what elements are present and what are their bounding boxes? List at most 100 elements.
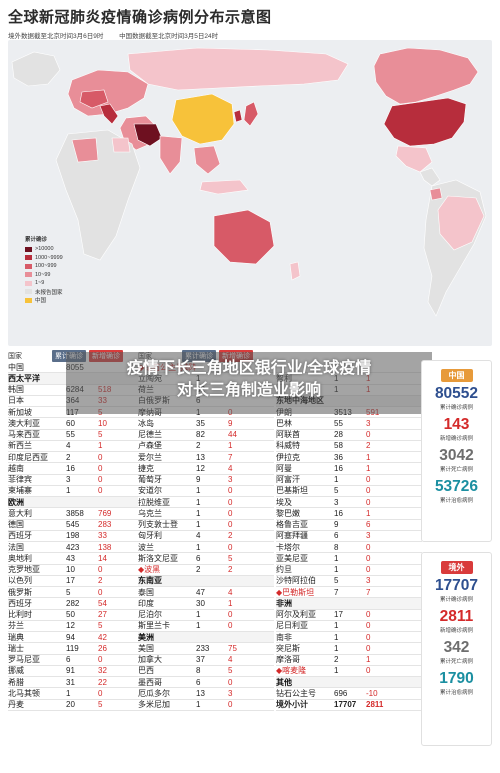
table-row: ◆喀麦隆 1 0 xyxy=(276,666,422,677)
abroad-summary-panel: 境外 17707 累计确诊病例 2811 新增确诊病例 342 累计死亡病例 1790… xyxy=(421,552,492,746)
table-row: 阿尔及利亚 17 0 xyxy=(276,610,422,621)
country-name: 韩国 xyxy=(8,385,24,395)
country-name: 西太平洋 xyxy=(8,373,40,383)
confirmed-count: 55 xyxy=(66,430,75,440)
country-name: 伊拉克 xyxy=(276,452,300,462)
table-row: 比利时 50 27 xyxy=(8,610,138,621)
legend-swatch xyxy=(25,246,32,252)
new-count: 5 xyxy=(98,430,103,440)
confirmed-count: 20 xyxy=(66,700,75,710)
legend-swatch xyxy=(25,289,32,295)
table-row: 德国 545 283 xyxy=(8,520,138,531)
confirmed-count: 13 xyxy=(196,688,205,698)
country-italy xyxy=(99,103,119,125)
confirmed-count: 2 xyxy=(334,655,339,665)
confirmed-count: 696 xyxy=(334,688,348,698)
table-row: 丹麦 20 5 xyxy=(8,700,138,711)
table-row: 罗马尼亚 6 0 xyxy=(8,655,138,666)
country-name: 摩洛哥 xyxy=(276,655,300,665)
new-count: 0 xyxy=(98,655,103,665)
confirmed-count: 60 xyxy=(66,418,75,428)
country-name: 中国 xyxy=(8,362,24,372)
country-name: 斯洛文尼亚 xyxy=(138,553,178,563)
confirmed-count: 16 xyxy=(66,463,75,473)
table-row: 新西兰 4 1 xyxy=(8,441,138,452)
case-table: 国家累计确诊新增确诊中国8055西太平洋韩国6284518日本36433新加坡1… xyxy=(8,350,422,762)
confirmed-count: 1 xyxy=(334,553,339,563)
headline-line-2: 对长三角制造业影响 xyxy=(176,382,321,399)
confirmed-count: 1 xyxy=(196,621,201,631)
new-count: 4 xyxy=(228,463,233,473)
new-count: 2 xyxy=(366,441,371,451)
new-count: 0 xyxy=(228,520,233,530)
country-name: 巴林 xyxy=(276,418,292,428)
country-name: 德国 xyxy=(8,520,24,530)
new-count: 0 xyxy=(228,677,233,687)
confirmed-count: 545 xyxy=(66,520,80,530)
country-name: 罗马尼亚 xyxy=(8,655,40,665)
table-row: 阿富汗 1 0 xyxy=(276,475,422,486)
confirmed-count: 47 xyxy=(196,587,205,597)
country-name: 瑞典 xyxy=(8,632,24,642)
country-name: 希腊 xyxy=(8,677,24,687)
country-name: 卡塔尔 xyxy=(276,542,300,552)
country-name: 泰国 xyxy=(138,587,154,597)
table-row: 马来西亚 55 5 xyxy=(8,430,138,441)
country-name: 阿尔及利亚 xyxy=(276,610,316,620)
confirmed-count: 3 xyxy=(66,475,71,485)
new-count: 42 xyxy=(98,632,107,642)
confirmed-count: 50 xyxy=(66,610,75,620)
region-header-row: 东南亚 xyxy=(138,575,274,587)
table-row: 卡塔尔 8 0 xyxy=(276,542,422,554)
new-count: 7 xyxy=(228,452,233,462)
new-count: 0 xyxy=(228,621,233,631)
new-count: 3 xyxy=(366,576,371,586)
table-row: 葡萄牙 9 3 xyxy=(138,475,274,486)
china-confirmed: 80552 累计确诊病例 xyxy=(434,385,479,411)
table-row: 西班牙 282 54 xyxy=(8,598,138,610)
country-name: 阿塞拜疆 xyxy=(276,531,308,541)
country-germany-france xyxy=(79,89,109,109)
confirmed-count: 1 xyxy=(196,508,201,518)
country-name: 亚美尼亚 xyxy=(276,553,308,563)
table-row: 波兰 1 0 xyxy=(138,542,274,554)
confirmed-count: 28 xyxy=(334,430,343,440)
country-name: 列支敦士登 xyxy=(138,520,178,530)
table-row: ◆巴勒斯坦 7 7 xyxy=(276,587,422,599)
new-count: 283 xyxy=(98,520,112,530)
country-name: 越南 xyxy=(8,463,24,473)
confirmed-count: 1 xyxy=(196,700,201,710)
new-count: 0 xyxy=(366,475,371,485)
country-name: 境外小计 xyxy=(276,700,308,710)
china-deaths: 3042 累计死亡病例 xyxy=(439,447,474,473)
new-count: 0 xyxy=(228,610,233,620)
table-row: 匈牙利 4 2 xyxy=(138,531,274,542)
table-row: 科威特 58 2 xyxy=(276,441,422,452)
new-count: 0 xyxy=(228,497,233,507)
new-count: 27 xyxy=(98,610,107,620)
table-row: 列支敦士登 1 0 xyxy=(138,520,274,531)
country-name: 加拿大 xyxy=(138,655,162,665)
table-row: 约旦 1 0 xyxy=(276,565,422,576)
confirmed-count: 6 xyxy=(196,677,201,687)
table-row: 尼日利亚 1 0 xyxy=(276,621,422,632)
table-row: 拉脱维亚 1 0 xyxy=(138,497,274,509)
table-row: 阿联酋 28 0 xyxy=(276,430,422,441)
new-count: 5 xyxy=(98,700,103,710)
table-row: 境外小计 17707 2811 xyxy=(276,700,422,711)
country-name: 美国 xyxy=(138,643,154,653)
table-row: 菲律宾 3 0 xyxy=(8,475,138,486)
table-row: 乌克兰 1 0 xyxy=(138,508,274,520)
country-name: 南非 xyxy=(276,632,292,642)
table-row: 黎巴嫩 16 1 xyxy=(276,508,422,520)
confirmed-count: 9 xyxy=(196,475,201,485)
confirmed-count: 1 xyxy=(196,497,201,507)
legend-item: 1~9 xyxy=(25,279,85,288)
table-row: 尼德兰 82 44 xyxy=(138,430,274,441)
table-row: 爱尔兰 13 7 xyxy=(138,452,274,464)
country-name: 印度尼西亚 xyxy=(8,452,48,462)
table-row: 亚美尼亚 1 0 xyxy=(276,553,422,565)
country-name: 菲律宾 xyxy=(8,475,32,485)
confirmed-count: 7 xyxy=(334,587,339,597)
country-name: 西班牙 xyxy=(8,598,32,608)
